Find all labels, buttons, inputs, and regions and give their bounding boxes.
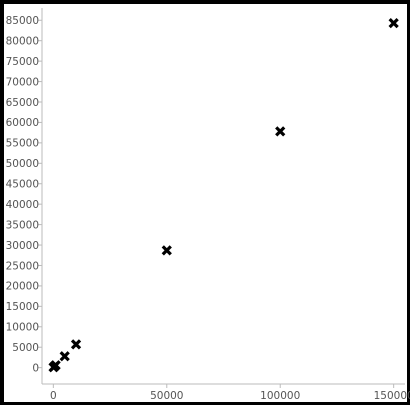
data-point <box>50 360 61 371</box>
y-tick-label: 85000 <box>6 15 39 27</box>
x-tick-label: 0 <box>50 390 57 402</box>
axes <box>41 8 405 385</box>
y-tick-label: 20000 <box>6 281 39 293</box>
y-tick-label: 80000 <box>6 35 39 47</box>
y-tick-label: 5000 <box>12 342 39 354</box>
data-point <box>161 245 172 256</box>
y-tick-label: 35000 <box>6 219 39 231</box>
data-point <box>275 126 286 137</box>
y-tick-label: 0 <box>32 362 39 374</box>
y-tick-label: 75000 <box>6 56 39 68</box>
x-axis-ticks: 0 50000 100000 150000 <box>50 384 410 402</box>
y-tick-label: 60000 <box>6 117 39 129</box>
data-point <box>388 17 399 29</box>
x-tick-label: 150000 <box>374 390 410 402</box>
y-tick-label: 25000 <box>6 260 39 272</box>
y-tick-label: 50000 <box>6 158 39 170</box>
x-tick-label: 50000 <box>150 390 183 402</box>
y-tick-label: 45000 <box>6 179 39 191</box>
y-tick-label: 65000 <box>6 97 39 109</box>
data-point <box>59 351 70 362</box>
y-tick-label: 70000 <box>6 76 39 88</box>
y-tick-label: 15000 <box>6 301 39 313</box>
data-points <box>48 17 399 373</box>
y-tick-label: 55000 <box>6 138 39 150</box>
y-tick-label: 40000 <box>6 199 39 211</box>
y-tick-label: 10000 <box>6 322 39 334</box>
x-tick-label: 100000 <box>260 390 300 402</box>
y-tick-label: 30000 <box>6 240 39 252</box>
y-axis-ticks: 0 5000 10000 15000 20000 25000 30000 35000 40000… <box>6 15 42 374</box>
data-point <box>70 339 82 350</box>
